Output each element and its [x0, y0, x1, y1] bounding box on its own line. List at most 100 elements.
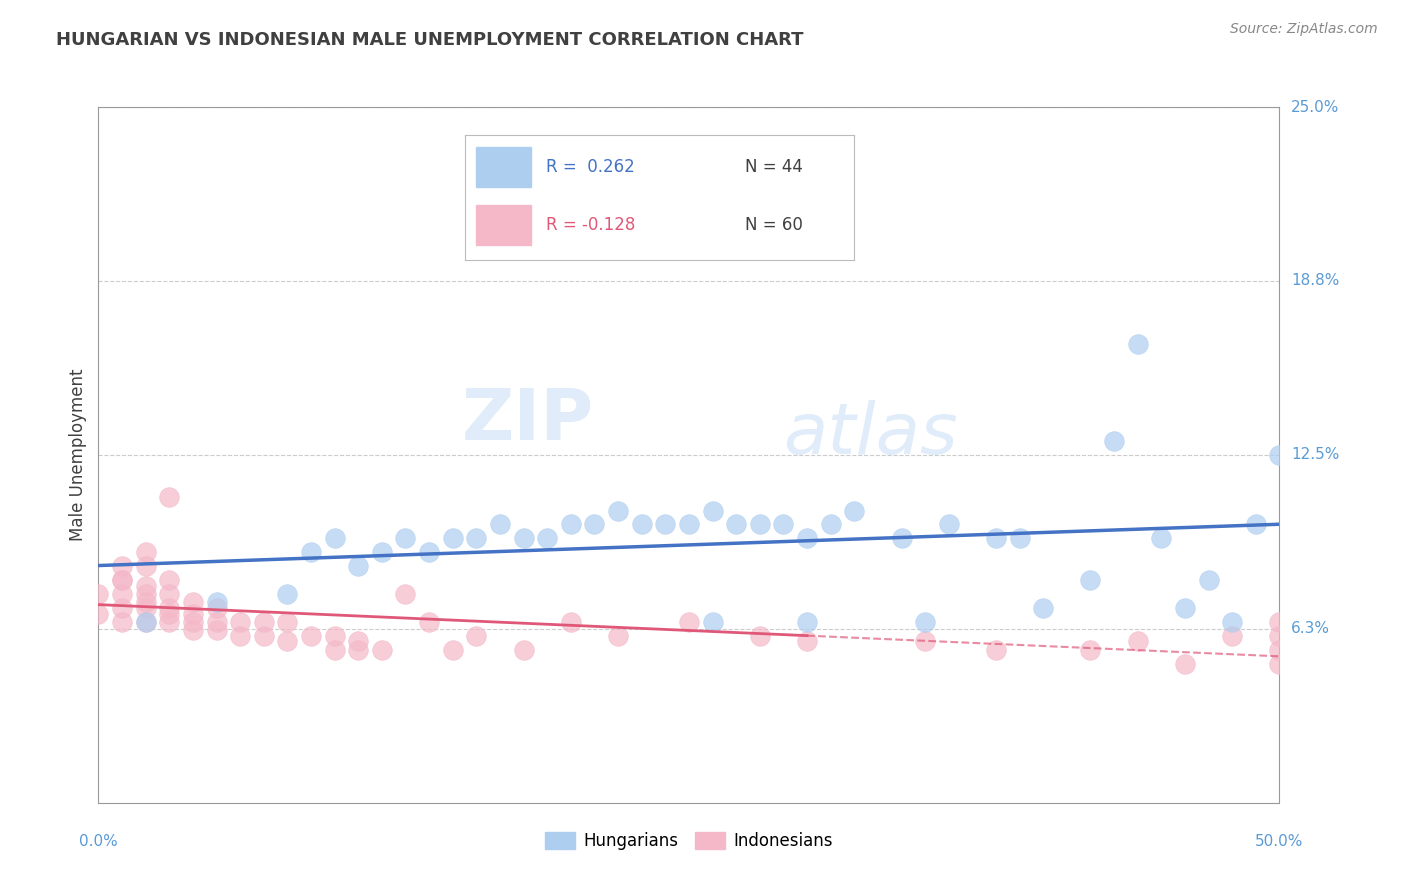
Point	[87, 587, 110, 601]
Point	[135, 615, 157, 629]
Point	[1008, 532, 1031, 546]
Text: atlas: atlas	[783, 400, 957, 468]
Point	[181, 615, 204, 629]
Point	[1174, 601, 1197, 615]
Point	[1126, 336, 1149, 351]
Point	[418, 545, 440, 559]
Point	[607, 629, 630, 643]
Point	[984, 642, 1007, 657]
Point	[1268, 657, 1291, 671]
Point	[984, 532, 1007, 546]
Point	[1174, 657, 1197, 671]
Point	[536, 532, 558, 546]
Text: 18.8%: 18.8%	[1291, 274, 1340, 288]
Point	[181, 624, 204, 638]
Point	[111, 615, 134, 629]
Point	[135, 601, 157, 615]
Point	[87, 607, 110, 621]
Point	[157, 587, 180, 601]
Point	[299, 629, 322, 643]
Point	[914, 634, 936, 648]
Point	[229, 629, 252, 643]
Point	[678, 615, 700, 629]
Point	[512, 642, 534, 657]
Point	[394, 587, 416, 601]
Point	[1150, 532, 1173, 546]
Point	[347, 642, 370, 657]
Text: HUNGARIAN VS INDONESIAN MALE UNEMPLOYMENT CORRELATION CHART: HUNGARIAN VS INDONESIAN MALE UNEMPLOYMEN…	[56, 31, 804, 49]
Text: R = -0.128: R = -0.128	[547, 216, 636, 234]
Point	[1268, 448, 1291, 462]
Point	[323, 642, 346, 657]
Point	[560, 615, 582, 629]
Point	[157, 573, 180, 587]
Point	[441, 532, 464, 546]
Point	[1102, 434, 1125, 448]
Point	[371, 642, 394, 657]
Point	[890, 532, 912, 546]
Point	[512, 532, 534, 546]
Point	[347, 559, 370, 574]
Point	[111, 559, 134, 574]
Point	[1268, 629, 1291, 643]
Text: 6.3%: 6.3%	[1291, 622, 1330, 636]
Bar	[477, 147, 531, 187]
Point	[347, 634, 370, 648]
Point	[489, 517, 512, 532]
Point	[678, 517, 700, 532]
Point	[205, 624, 228, 638]
Point	[111, 573, 134, 587]
Point	[607, 503, 630, 517]
Text: R =  0.262: R = 0.262	[547, 159, 636, 177]
Point	[253, 629, 276, 643]
Point	[205, 615, 228, 629]
Text: N = 44: N = 44	[745, 159, 803, 177]
Text: 50.0%: 50.0%	[1256, 834, 1303, 849]
Point	[1268, 642, 1291, 657]
Legend: Hungarians, Indonesians: Hungarians, Indonesians	[538, 826, 839, 857]
Point	[157, 607, 180, 621]
Point	[229, 615, 252, 629]
Point	[1032, 601, 1054, 615]
Point	[135, 579, 157, 593]
Point	[1080, 573, 1102, 587]
Point	[135, 595, 157, 609]
Point	[748, 629, 770, 643]
Point	[135, 545, 157, 559]
Point	[560, 517, 582, 532]
Point	[702, 503, 724, 517]
Point	[1126, 634, 1149, 648]
Point	[135, 615, 157, 629]
Point	[1198, 573, 1220, 587]
Point	[1244, 517, 1267, 532]
Point	[630, 517, 652, 532]
Text: 0.0%: 0.0%	[79, 834, 118, 849]
Point	[394, 532, 416, 546]
Point	[205, 595, 228, 609]
Point	[796, 615, 818, 629]
Point	[111, 587, 134, 601]
Point	[253, 615, 276, 629]
Point	[820, 517, 842, 532]
Point	[299, 545, 322, 559]
Point	[702, 615, 724, 629]
Point	[135, 559, 157, 574]
Point	[157, 490, 180, 504]
Point	[1268, 615, 1291, 629]
Point	[583, 517, 606, 532]
Point	[796, 634, 818, 648]
Point	[796, 532, 818, 546]
Point	[465, 629, 488, 643]
Text: 25.0%: 25.0%	[1291, 100, 1340, 114]
Point	[135, 587, 157, 601]
Point	[1080, 642, 1102, 657]
Point	[181, 595, 204, 609]
Point	[441, 642, 464, 657]
Point	[276, 615, 298, 629]
Point	[418, 615, 440, 629]
Text: 12.5%: 12.5%	[1291, 448, 1340, 462]
Y-axis label: Male Unemployment: Male Unemployment	[69, 368, 87, 541]
Text: ZIP: ZIP	[463, 385, 595, 455]
Point	[111, 573, 134, 587]
Point	[371, 545, 394, 559]
